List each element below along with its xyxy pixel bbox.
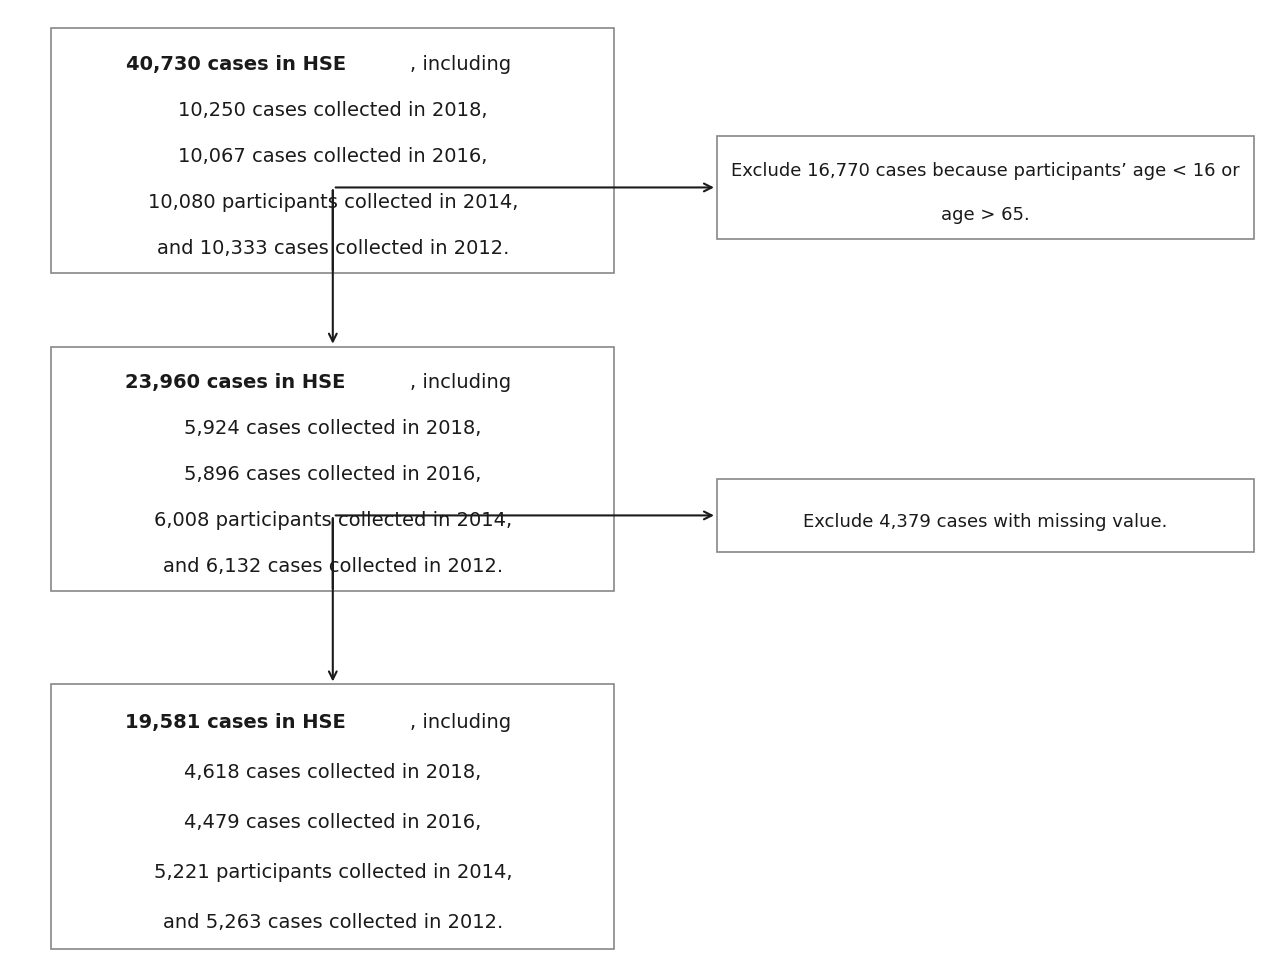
- Text: , including: , including: [410, 713, 511, 732]
- Text: 10,067 cases collected in 2016,: 10,067 cases collected in 2016,: [178, 147, 488, 165]
- Text: 23,960 cases in HSE: 23,960 cases in HSE: [125, 373, 346, 391]
- Text: age > 65.: age > 65.: [941, 206, 1030, 224]
- Text: 19,581 cases in HSE: 19,581 cases in HSE: [125, 713, 346, 732]
- FancyBboxPatch shape: [51, 347, 614, 592]
- Text: 6,008 participants collected in 2014,: 6,008 participants collected in 2014,: [154, 511, 512, 530]
- Text: 10,250 cases collected in 2018,: 10,250 cases collected in 2018,: [178, 101, 488, 119]
- Text: 4,479 cases collected in 2016,: 4,479 cases collected in 2016,: [184, 812, 481, 831]
- Text: Exclude 4,379 cases with missing value.: Exclude 4,379 cases with missing value.: [804, 512, 1167, 530]
- FancyBboxPatch shape: [51, 29, 614, 274]
- Text: 5,221 participants collected in 2014,: 5,221 participants collected in 2014,: [154, 862, 512, 881]
- Text: , including: , including: [410, 373, 511, 391]
- Text: 40,730 cases in HSE: 40,730 cases in HSE: [125, 55, 346, 73]
- Text: , including: , including: [410, 55, 511, 73]
- Text: Exclude 16,770 cases because participants’ age < 16 or: Exclude 16,770 cases because participant…: [731, 161, 1240, 179]
- FancyBboxPatch shape: [717, 479, 1254, 553]
- FancyBboxPatch shape: [717, 137, 1254, 240]
- Text: 5,896 cases collected in 2016,: 5,896 cases collected in 2016,: [184, 465, 481, 483]
- Text: 5,924 cases collected in 2018,: 5,924 cases collected in 2018,: [184, 419, 481, 437]
- Text: and 10,333 cases collected in 2012.: and 10,333 cases collected in 2012.: [156, 239, 509, 258]
- FancyBboxPatch shape: [51, 685, 614, 949]
- Text: 4,618 cases collected in 2018,: 4,618 cases collected in 2018,: [184, 762, 481, 781]
- Text: 10,080 participants collected in 2014,: 10,080 participants collected in 2014,: [147, 193, 518, 212]
- Text: and 6,132 cases collected in 2012.: and 6,132 cases collected in 2012.: [163, 556, 503, 576]
- Text: and 5,263 cases collected in 2012.: and 5,263 cases collected in 2012.: [163, 911, 503, 931]
